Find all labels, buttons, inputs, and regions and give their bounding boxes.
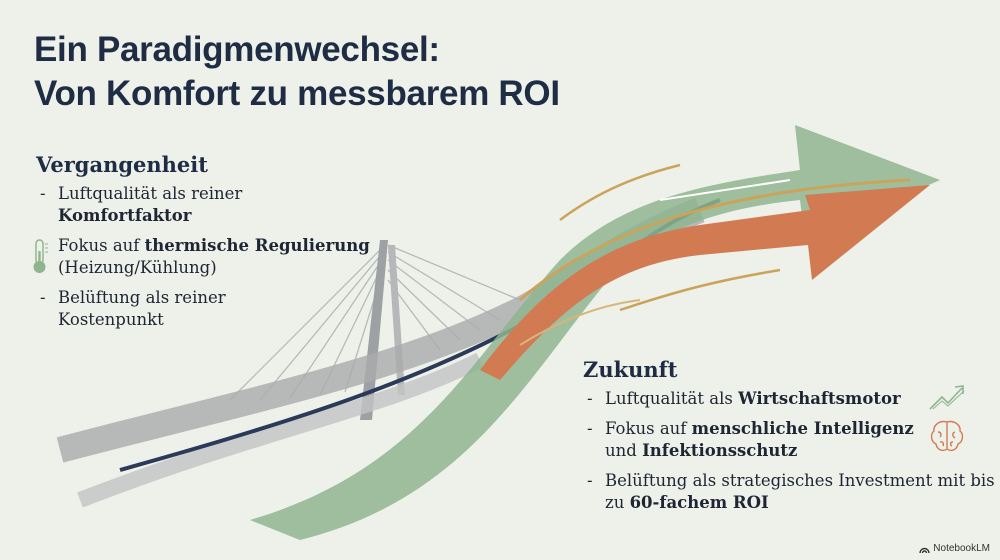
title-line-1: Ein Paradigmenwechsel: xyxy=(34,30,440,69)
past-section: Vergangenheit - Luftqualität als reiner … xyxy=(33,152,398,339)
gold-streak-4 xyxy=(519,299,641,346)
item-bold: thermische Regulierung xyxy=(144,236,370,255)
green-arrow-body xyxy=(250,125,940,540)
brain-icon xyxy=(930,420,964,452)
past-item-2: Fokus auf thermische Regulierung (Heizun… xyxy=(33,235,398,279)
trend-up-icon xyxy=(929,385,965,410)
item-text: Fokus auf xyxy=(605,419,687,438)
item-text: Fokus auf xyxy=(58,236,140,255)
orange-arrow xyxy=(480,185,930,380)
item-text-2: und xyxy=(605,441,637,460)
future-item-2: - Fokus auf menschliche Intelligenz und … xyxy=(583,418,964,462)
past-item-3: - Belüftung als reiner Kostenpunkt xyxy=(36,287,288,331)
logo-text: NotebookLM xyxy=(933,543,990,554)
title-line-2: Von Komfort zu messbarem ROI xyxy=(34,74,560,113)
item-bold: 60-fachem ROI xyxy=(629,493,769,512)
item-text: Belüftung als reiner Kostenpunkt xyxy=(58,288,226,329)
item-bold-2: Infektionsschutz xyxy=(642,441,798,460)
item-text: Luftqualität als xyxy=(605,389,733,408)
item-text: Luftqualität als reiner xyxy=(58,184,243,203)
item-bold: Wirtschaftsmotor xyxy=(738,389,901,408)
page-title: Ein Paradigmenwechsel: Von Komfort zu me… xyxy=(34,28,560,116)
item-text: Belüftung als strategisches Investment m… xyxy=(605,471,995,512)
bullet-dash: - xyxy=(40,184,46,203)
item-bold: menschliche Intelligenz xyxy=(691,419,914,438)
future-item-3: - Belüftung als strategisches Investment… xyxy=(583,470,995,514)
gold-streak-3 xyxy=(619,268,781,312)
bridge-deck-lower xyxy=(77,352,484,508)
future-section: Zukunft - Luftqualität als Wirtschaftsmo… xyxy=(583,357,995,522)
bullet-dash: - xyxy=(587,389,593,408)
notebooklm-icon xyxy=(919,547,930,553)
bullet-dash: - xyxy=(40,288,46,307)
past-heading: Vergangenheit xyxy=(36,152,208,177)
gold-streak-2 xyxy=(559,163,681,222)
future-heading: Zukunft xyxy=(583,357,678,382)
past-item-1: - Luftqualität als reiner Komfortfaktor xyxy=(36,183,308,227)
bullet-dash: - xyxy=(587,419,593,438)
item-text-2: (Heizung/Kühlung) xyxy=(58,258,217,277)
bullet-dash: - xyxy=(587,471,593,490)
thermometer-icon xyxy=(33,239,48,273)
notebooklm-logo: NotebookLM xyxy=(919,543,990,554)
gold-streak-1 xyxy=(519,178,911,302)
future-item-1: - Luftqualität als Wirtschaftsmotor xyxy=(583,385,985,410)
item-bold: Komfortfaktor xyxy=(58,206,192,225)
white-streak xyxy=(659,179,791,201)
